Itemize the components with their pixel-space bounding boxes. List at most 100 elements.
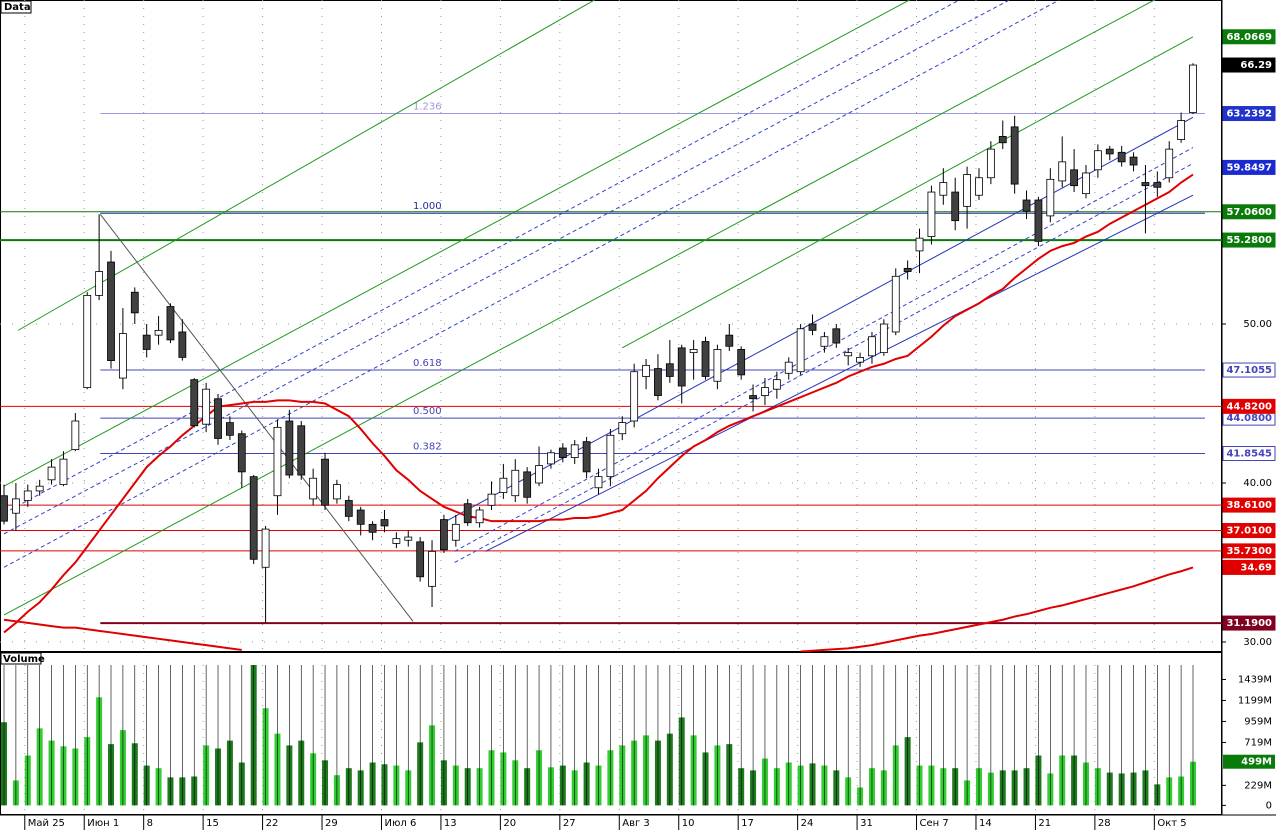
candle-body [594,476,603,489]
candle-body [1058,161,1067,182]
trendline [3,0,1061,568]
candle-body [487,493,496,506]
trendline [3,0,1156,616]
candle-body [23,490,32,501]
candle-body [986,148,995,179]
x-tick-label: 28 [1098,818,1111,829]
candle-body [47,466,56,481]
candle-body [261,528,270,568]
candle-body [879,323,888,354]
candle-body [784,361,793,374]
candle-body [333,484,341,500]
price-tag-label: 55.2800 [1226,235,1272,246]
candle-body [368,523,377,533]
candle-body [677,347,686,387]
candle-body [119,333,127,379]
x-tick-label: 17 [741,818,754,829]
candle-body [356,509,365,525]
fib-label: 0.500 [413,406,442,417]
candle-body [178,331,187,358]
x-tick-label: 21 [1038,818,1051,829]
candle-body [202,388,211,425]
candle-body [273,426,282,497]
price-tag [1222,232,1276,248]
candle-body [285,420,294,476]
candle-body [1010,126,1019,185]
price-tag-label: 37.0100 [1226,526,1272,537]
price-plot: 1.236 1.000 0.618 0.500 0.382 [0,0,1222,652]
candle-body [392,538,401,544]
volume-tag [1223,754,1275,769]
price-tag-label: 38.6100 [1226,500,1272,511]
candle-body [1022,199,1031,212]
candle-body [951,191,960,222]
y-tick-label: 959M [1244,716,1272,727]
x-tick-label: 13 [444,818,457,829]
candle-body [998,136,1007,144]
fib-label: 0.382 [413,442,442,453]
candle-body [428,550,436,587]
candle-body [844,352,853,357]
candle-body [868,336,876,357]
candle-body [130,291,139,314]
trendline [3,0,911,487]
candle-body [1153,182,1162,188]
candle-body [1117,151,1126,163]
price-tag-label: 47.1055 [1226,365,1272,376]
candle-body [761,387,769,396]
candle-body [499,477,508,493]
x-tick-label: 27 [563,818,576,829]
price-tag [1222,523,1276,539]
price-tag-label: 44.0800 [1226,413,1272,424]
y-tick-label: 30.00 [1243,637,1272,648]
candle-body [856,356,864,363]
x-tick-label: 14 [979,818,992,829]
x-tick-label: 22 [266,818,279,829]
price-tag [1222,159,1276,175]
candle-body [606,434,615,478]
x-tick-label: Авг 3 [622,818,650,829]
candle-body [463,503,472,524]
candle-body [1070,169,1078,187]
fib-label: 1.000 [413,201,442,212]
price-tag [1222,559,1276,575]
price-tag-label: 66.29 [1240,60,1272,71]
x-tick-label: 10 [682,818,695,829]
candle-body [903,267,912,272]
x-tick-label: Окт 5 [1157,818,1186,829]
candle-body [713,349,722,382]
candle-body [107,261,115,361]
candle-body [1105,148,1114,155]
price-tag-label: 41.8545 [1226,449,1272,460]
candle-body [701,341,710,377]
candle-body [226,422,234,436]
price-tag [1222,446,1276,462]
candle-body [511,469,520,497]
candle-body [808,323,817,331]
candle-body [344,500,353,517]
candle-body [11,498,20,514]
candle-body [380,519,389,527]
panel-title: Volume [3,654,45,665]
candle-body [558,447,567,458]
y-tick-label: 1439M [1238,674,1272,685]
candle-body [820,336,829,347]
x-tick-label: 15 [206,818,219,829]
candle-body [142,334,151,350]
candle-body [1165,148,1174,179]
candle-body [1189,64,1197,113]
trendline [622,36,1194,349]
price-tag [1222,497,1276,513]
y-tick-label: 0 [1266,800,1272,811]
candle-body [321,458,329,506]
price-tag [1222,398,1276,414]
candle-body [630,371,639,422]
candle-body [214,398,222,439]
candle-body [737,349,746,376]
candle-body [796,328,805,373]
price-tag [1222,106,1276,122]
candle-body [190,379,199,427]
y-tick-label: 719M [1244,737,1272,748]
price-tag-label: 59.8497 [1226,162,1272,173]
